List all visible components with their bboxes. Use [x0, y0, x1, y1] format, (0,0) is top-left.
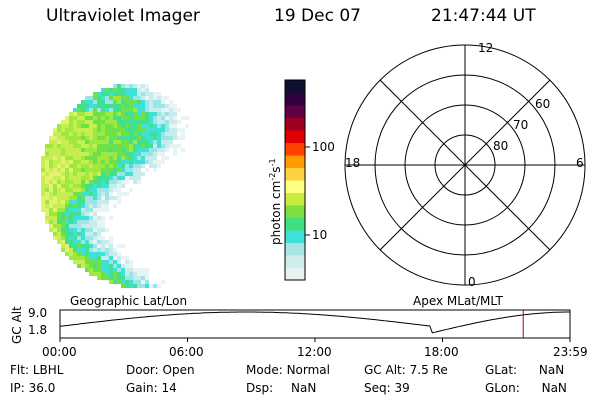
- x-tick-0000: 00:00: [42, 345, 77, 359]
- date-label: 19 Dec 07: [274, 6, 361, 26]
- x-tick-0600: 06:00: [169, 345, 204, 359]
- lat-label-70: 70: [513, 118, 529, 132]
- status-dsp: Dsp: NaN: [246, 381, 317, 395]
- status-gc-alt: GC Alt: 7.5 Re: [364, 363, 448, 377]
- colorbar-swatch: [285, 130, 305, 143]
- geographic-label: Geographic Lat/Lon: [70, 294, 188, 308]
- colorbar-swatch: [285, 255, 305, 268]
- x-tick-1200: 12:00: [297, 345, 332, 359]
- mlt-label-6: 6: [576, 156, 584, 170]
- x-tick-1800: 18:00: [424, 345, 459, 359]
- timeline-y-min: 1.8: [28, 323, 48, 337]
- status-gain: Gain: 14: [126, 381, 177, 395]
- instrument-title: Ultraviolet Imager: [46, 6, 200, 26]
- colorbar-swatch: [285, 205, 305, 218]
- status-seq: Seq: 39: [364, 381, 410, 395]
- lat-label-60: 60: [535, 97, 551, 111]
- colorbar-swatch: [285, 105, 305, 118]
- colorbar-swatch: [285, 92, 305, 106]
- mlt-label-12: 12: [478, 41, 494, 55]
- status-glat: GLat: NaN: [485, 363, 565, 377]
- lat-label-80: 80: [493, 139, 509, 153]
- colorbar-swatch: [285, 217, 305, 231]
- status-door: Door: Open: [126, 363, 195, 377]
- colorbar-swatch: [285, 80, 305, 93]
- colorbar-tick-100: 100: [312, 140, 335, 154]
- timeline-ylabel: GC Alt: [10, 306, 24, 344]
- colorbar-swatch: [285, 142, 305, 156]
- status-mode: Mode: Normal: [246, 363, 330, 377]
- colorbar-tick-10: 10: [312, 228, 328, 242]
- status-flt: Flt: LBHL: [10, 363, 64, 377]
- colorbar-swatch: [285, 192, 305, 206]
- time-label: 21:47:44 UT: [431, 6, 536, 26]
- colorbar-swatch: [285, 167, 305, 181]
- x-tick-2359: 23:59: [553, 345, 588, 359]
- status-glon: GLon: NaN: [485, 381, 567, 395]
- colorbar-swatch: [285, 242, 305, 256]
- apex-label: Apex MLat/MLT: [413, 294, 503, 308]
- mlt-label-18: 18: [345, 156, 361, 170]
- colorbar-swatch: [285, 267, 305, 281]
- timeline-y-max: 9.0: [28, 306, 48, 320]
- colorbar-swatch: [285, 155, 305, 168]
- colorbar-swatch: [285, 117, 305, 131]
- colorbar-swatch: [285, 230, 305, 243]
- status-ip: IP: 36.0: [10, 381, 56, 395]
- colorbar-swatch: [285, 180, 305, 193]
- mlt-label-0: 0: [468, 275, 476, 289]
